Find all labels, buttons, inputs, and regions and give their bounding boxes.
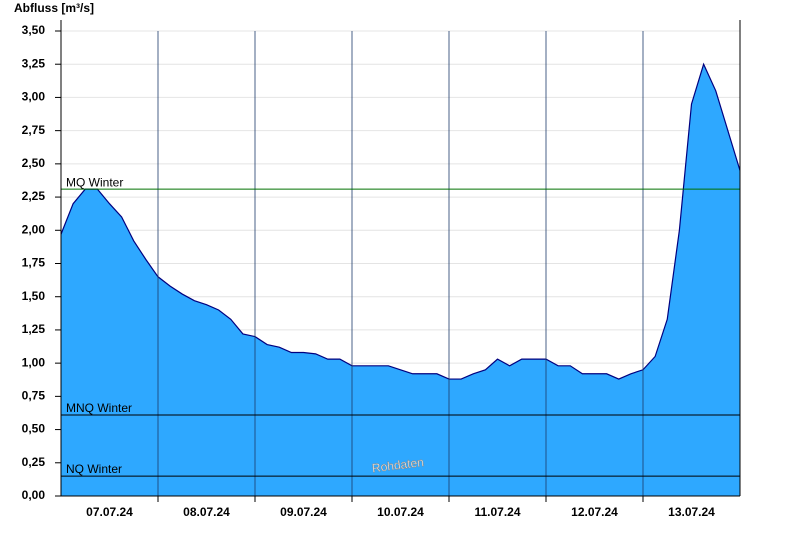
y-tick-label: 0,25	[22, 455, 46, 469]
y-tick-label: 1,50	[22, 289, 46, 303]
y-tick-label: 0,00	[22, 488, 46, 502]
y-tick-label: 2,25	[22, 189, 46, 203]
x-tick-label: 13.07.24	[668, 505, 715, 519]
y-tick-label: 2,50	[22, 156, 46, 170]
y-tick-label: 0,50	[22, 422, 46, 436]
threshold-label: NQ Winter	[66, 462, 122, 476]
y-tick-label: 0,75	[22, 389, 46, 403]
y-tick-label: 3,50	[22, 23, 46, 37]
area	[61, 64, 740, 496]
y-tick-label: 1,00	[22, 355, 46, 369]
x-tick-label: 07.07.24	[86, 505, 133, 519]
chart-title: Abfluss [m³/s]	[14, 1, 94, 15]
y-tick-label: 1,75	[22, 256, 46, 270]
x-tick-label: 11.07.24	[474, 505, 520, 519]
area-line	[60, 62, 741, 380]
y-tick-label: 2,00	[22, 222, 46, 236]
x-tick-label: 12.07.24	[571, 505, 618, 519]
y-tick-label: 2,75	[22, 123, 46, 137]
y-tick-label: 1,25	[22, 322, 46, 336]
watermark: Rohdaten	[371, 455, 424, 475]
x-tick-label: 09.07.24	[280, 505, 327, 519]
threshold-label: MQ Winter	[66, 175, 123, 189]
y-tick-label: 3,25	[22, 56, 46, 70]
threshold-label: MNQ Winter	[66, 401, 132, 415]
x-tick-label: 08.07.24	[183, 505, 230, 519]
x-tick-label: 10.07.24	[377, 505, 424, 519]
y-tick-label: 3,00	[22, 90, 46, 104]
